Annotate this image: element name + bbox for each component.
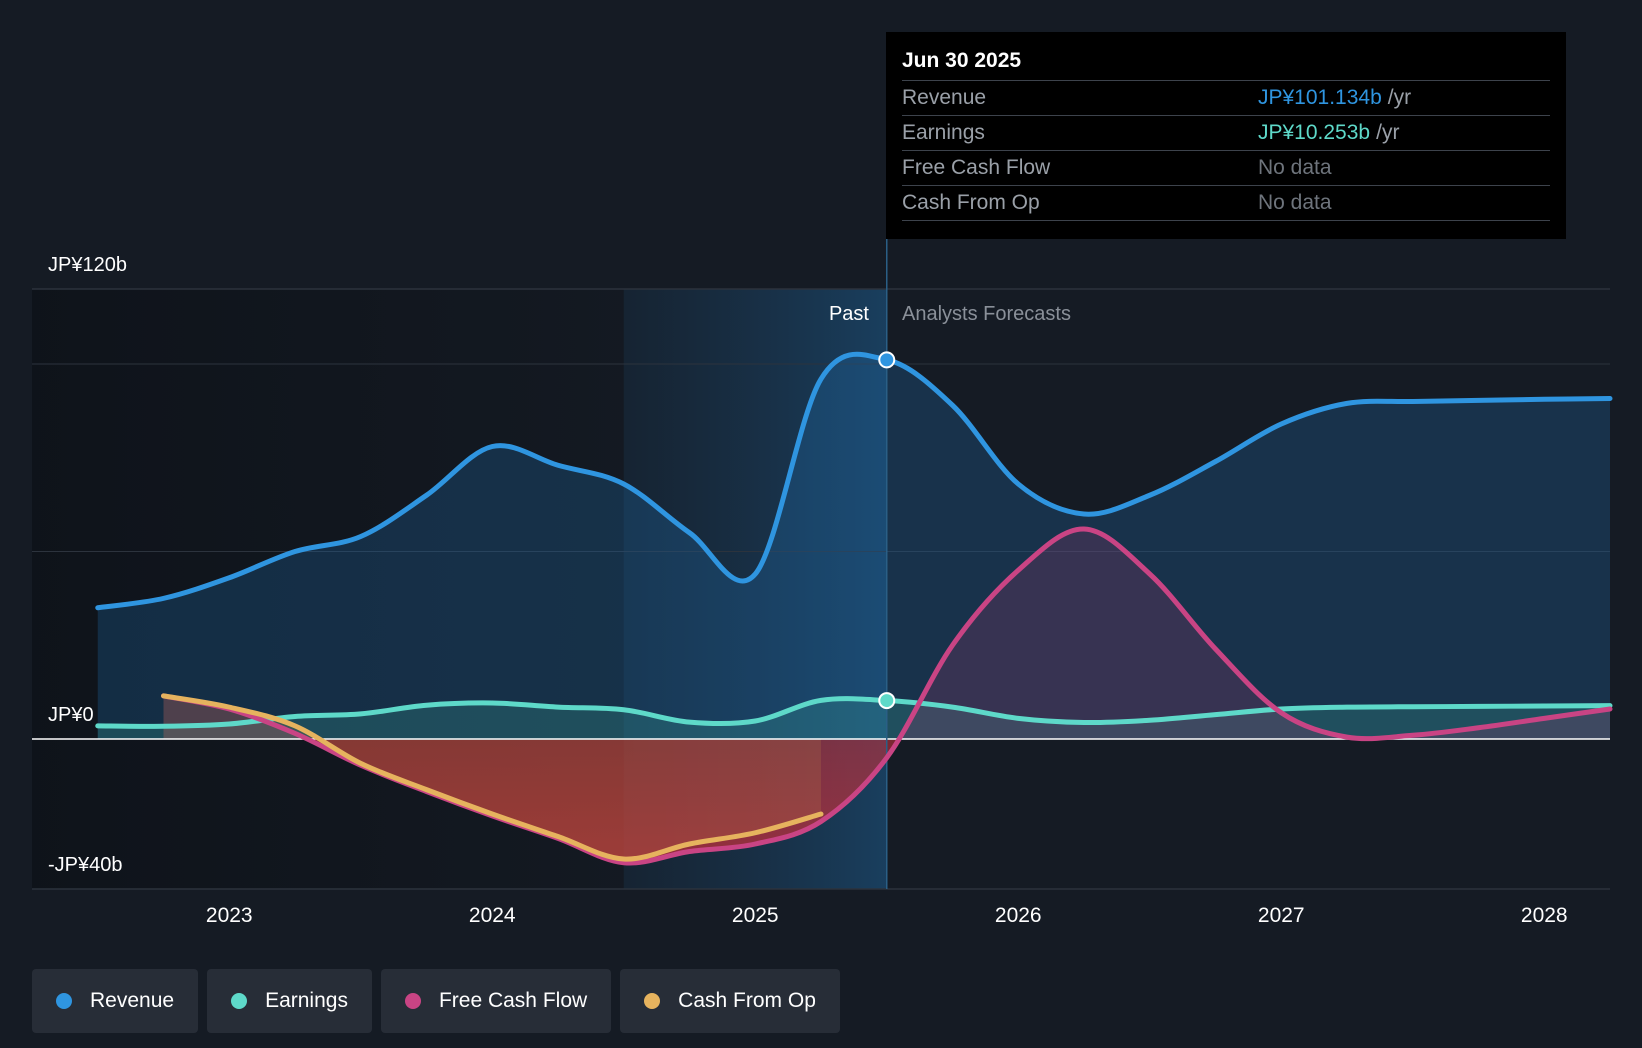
forecast-label: Analysts Forecasts <box>902 303 1071 325</box>
tooltip-label: Revenue <box>902 86 987 109</box>
tooltip-label: Cash From Op <box>902 191 1040 214</box>
earnings-dot-icon <box>231 993 248 1009</box>
legend-label: Earnings <box>265 989 348 1012</box>
tooltip-date: Jun 30 2025 <box>902 46 1550 81</box>
past-label: Past <box>829 303 869 325</box>
x-tick-label: 2027 <box>1258 904 1305 927</box>
tooltip-row-fcf: Free Cash Flow No data <box>902 151 1550 186</box>
cash-from-op-dot-icon <box>644 993 661 1009</box>
revenue-line <box>95 351 1613 611</box>
legend-item-cash-from-op[interactable]: Cash From Op <box>620 969 840 1033</box>
tooltip-row-earnings: Earnings JP¥10.253b/yr <box>902 116 1550 151</box>
free-cash-flow-dot-icon <box>404 993 421 1009</box>
x-tick-label: 2023 <box>206 904 253 927</box>
tooltip: Jun 30 2025 Revenue JP¥101.134b/yr Earni… <box>886 32 1566 239</box>
legend-label: Cash From Op <box>678 989 816 1012</box>
x-axis-ticks: 2023 2024 2025 2026 2027 2028 <box>206 904 1568 927</box>
legend-item-earnings[interactable]: Earnings <box>207 969 372 1033</box>
grid <box>32 288 1610 890</box>
tooltip-unit: /yr <box>1376 121 1400 144</box>
cash-from-op-line <box>161 693 824 862</box>
cash-from-op-area <box>163 695 821 860</box>
x-tick-label: 2028 <box>1521 904 1568 927</box>
tooltip-unit: /yr <box>1387 86 1412 109</box>
y-label-bottom: -JP¥40b <box>48 854 123 876</box>
y-axis-labels: JP¥120b JP¥0 -JP¥40b <box>48 254 127 876</box>
y-label-zero: JP¥0 <box>48 704 94 726</box>
revenue-marker <box>878 351 896 369</box>
earnings-marker <box>878 692 896 710</box>
x-tick-label: 2025 <box>732 904 779 927</box>
tooltip-label: Earnings <box>902 121 985 144</box>
legend-label: Free Cash Flow <box>438 989 588 1012</box>
earnings-area <box>97 698 1610 739</box>
hover-markers <box>878 351 896 710</box>
tooltip-row-revenue: Revenue JP¥101.134b/yr <box>902 81 1550 116</box>
legend-item-free-cash-flow[interactable]: Free Cash Flow <box>380 969 612 1033</box>
tooltip-earnings-value: JP¥10.253b <box>1258 121 1371 144</box>
tooltip-value: JP¥10.253b/yr <box>1258 116 1399 150</box>
tooltip-label: Free Cash Flow <box>902 156 1051 179</box>
revenue-dot-icon <box>56 993 72 1009</box>
x-tick-label: 2024 <box>469 904 516 927</box>
y-label-top: JP¥120b <box>48 254 127 276</box>
x-tick-label: 2026 <box>995 904 1042 927</box>
legend-item-revenue[interactable]: Revenue <box>32 969 199 1033</box>
legend: Revenue Earnings Free Cash Flow Cash Fro… <box>32 969 840 1033</box>
legend-label: Revenue <box>90 989 175 1012</box>
tooltip-value: No data <box>1258 156 1332 179</box>
tooltip-value: No data <box>1258 191 1332 214</box>
tooltip-value: JP¥101.134b/yr <box>1258 81 1411 115</box>
tooltip-row-cfo: Cash From Op No data <box>902 186 1550 221</box>
series-lines <box>95 351 1613 866</box>
tooltip-revenue-value: JP¥101.134b <box>1258 86 1382 109</box>
revenue-area <box>97 354 1610 739</box>
earnings-line <box>95 696 1613 729</box>
